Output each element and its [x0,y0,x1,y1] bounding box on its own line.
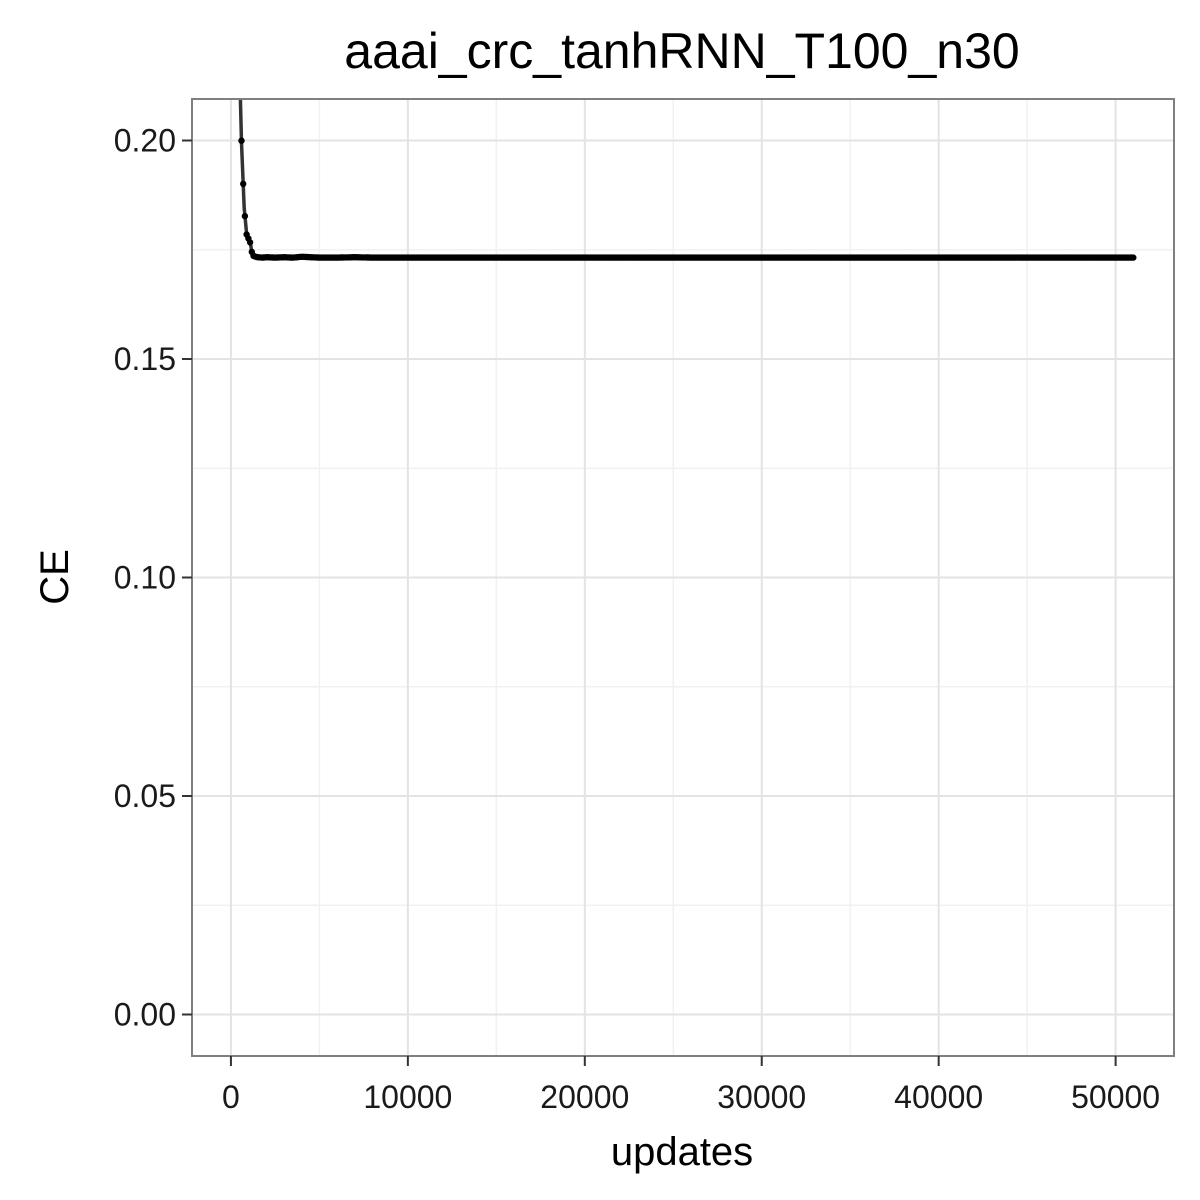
data-point [1130,254,1137,261]
x-tick-label: 0 [222,1079,240,1115]
x-tick-label: 20000 [540,1079,629,1115]
data-point [238,137,245,144]
series-line [238,99,1134,260]
chart-title: aaai_crc_tanhRNN_T100_n30 [344,23,1019,79]
y-tick-label: 0.10 [114,560,176,596]
series-layer [237,72,1137,261]
x-axis-title: updates [611,1130,753,1174]
data-point [246,239,254,246]
series-group [237,72,1137,261]
y-axis-title: CE [33,549,77,605]
tick-layer: 0 10000 20000 30000 40000 50000 0.00 0.05 0.10 0.… [114,123,1160,1115]
y-tick-label: 0.15 [114,341,176,377]
y-tick-label: 0.05 [114,778,176,814]
data-point [237,72,243,78]
data-point [241,212,249,220]
x-tick-label: 50000 [1071,1079,1160,1115]
y-tick-label: 0.20 [114,123,176,159]
x-tick-label: 30000 [717,1079,806,1115]
data-point [240,180,247,188]
grid-layer [192,99,1174,1056]
x-tick-label: 40000 [894,1079,983,1115]
y-tick-label: 0.00 [114,996,176,1032]
x-tick-label: 10000 [363,1079,452,1115]
